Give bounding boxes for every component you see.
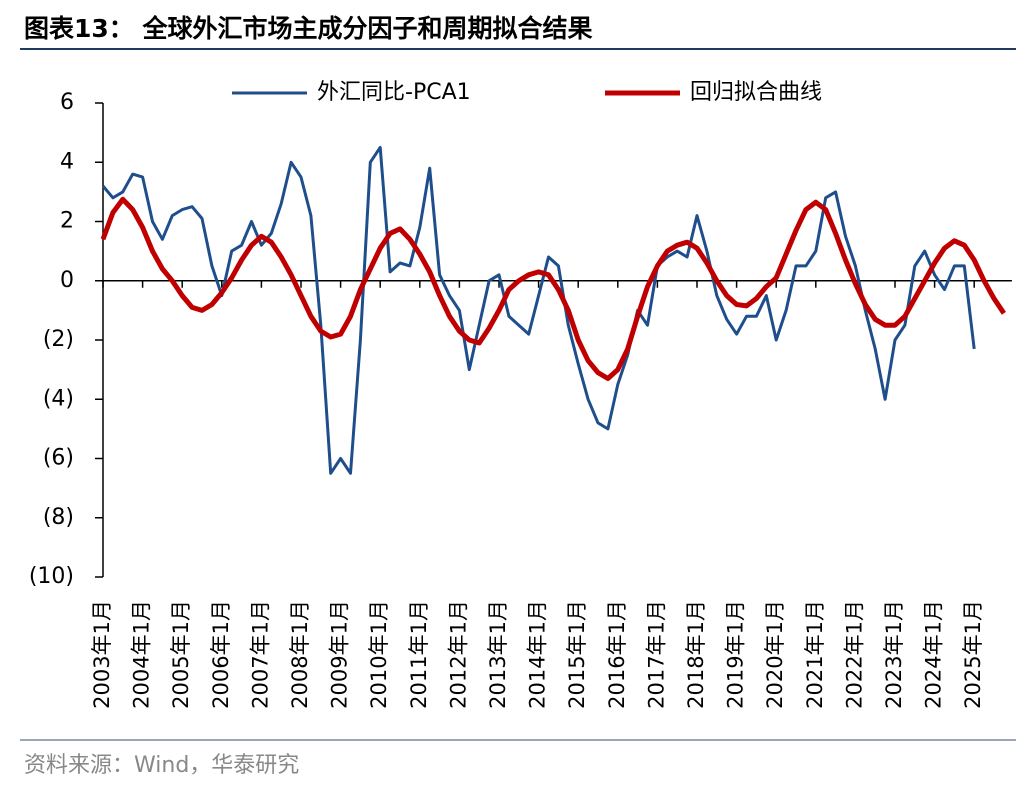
- x-tick-label: 2018年1月: [684, 600, 708, 709]
- x-tick-label: 2012年1月: [446, 600, 470, 709]
- x-tick-label: 2023年1月: [882, 600, 906, 709]
- x-tick-label: 2010年1月: [367, 600, 391, 709]
- source-note: 资料来源：Wind，华泰研究: [24, 753, 299, 778]
- x-tick-label: 2025年1月: [961, 600, 985, 709]
- x-tick-label: 2015年1月: [565, 600, 589, 709]
- x-tick-label: 2008年1月: [288, 600, 312, 709]
- x-tick-label: 2014年1月: [526, 600, 550, 709]
- y-tick-label: (4): [43, 386, 74, 411]
- y-tick-label: (2): [43, 327, 74, 352]
- y-tick-label: 2: [60, 209, 74, 234]
- y-tick-label: 4: [60, 149, 74, 174]
- x-tick-label: 2017年1月: [644, 600, 668, 709]
- series-line: [100, 196, 1006, 381]
- x-tick-label: 2003年1月: [90, 600, 114, 709]
- y-tick-label: (6): [43, 446, 74, 471]
- x-tick-label: 2024年1月: [922, 600, 946, 709]
- x-tick-label: 2022年1月: [842, 600, 866, 709]
- x-tick-label: 2019年1月: [724, 600, 748, 709]
- x-tick-label: 2007年1月: [248, 600, 272, 709]
- chart-title: 图表13： 全球外汇市场主成分因子和周期拟合结果: [24, 14, 593, 43]
- x-tick-label: 2020年1月: [763, 600, 787, 709]
- x-tick-label: 2016年1月: [605, 600, 629, 709]
- y-tick-label: 0: [60, 268, 74, 293]
- x-tick-label: 2004年1月: [130, 600, 154, 709]
- legend-label: 回归拟合曲线: [690, 80, 822, 105]
- x-tick-label: 2021年1月: [803, 600, 827, 709]
- legend-label: 外汇同比-PCA1: [317, 80, 471, 105]
- x-tick-label: 2006年1月: [209, 600, 233, 709]
- y-tick-label: 6: [60, 90, 74, 115]
- y-tick-label: (8): [43, 505, 74, 530]
- y-tick-label: (10): [29, 564, 74, 589]
- x-tick-label: 2011年1月: [407, 600, 431, 709]
- x-tick-label: 2005年1月: [169, 600, 193, 709]
- x-tick-label: 2013年1月: [486, 600, 510, 709]
- x-tick-label: 2009年1月: [328, 600, 352, 709]
- series-line: [101, 145, 976, 475]
